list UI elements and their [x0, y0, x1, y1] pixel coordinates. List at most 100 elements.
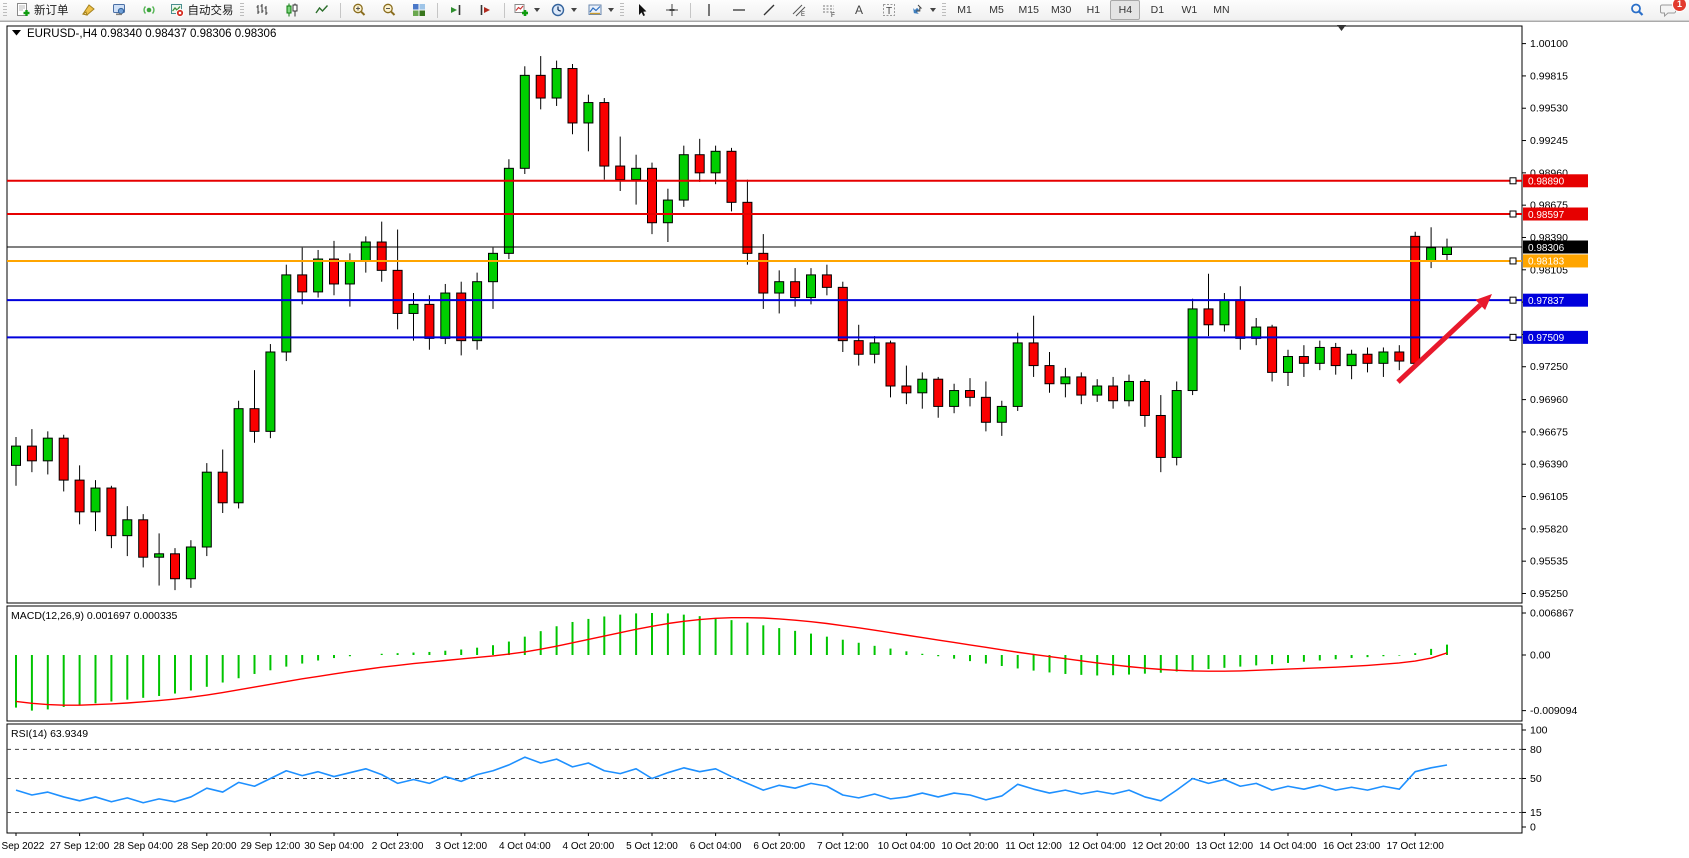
- line-endpoint-handle[interactable]: [1509, 177, 1517, 185]
- timeframe-w1-button[interactable]: W1: [1181, 4, 1198, 16]
- time-axis-label: 4 Oct 20:00: [563, 841, 615, 852]
- candle: [11, 437, 21, 486]
- shapes-button[interactable]: [905, 0, 940, 20]
- candle: [837, 281, 848, 352]
- candle: [1314, 340, 1325, 371]
- trendline-icon: [761, 2, 777, 18]
- signals-button[interactable]: [135, 0, 163, 20]
- line-endpoint-handle[interactable]: [1509, 257, 1517, 265]
- text-button[interactable]: A: [845, 0, 873, 20]
- timeframe-m1-button[interactable]: M1: [957, 4, 972, 16]
- indicators-button[interactable]: [509, 0, 544, 20]
- candle: [1251, 317, 1262, 346]
- candles-chart-button[interactable]: [278, 0, 306, 20]
- line-endpoint-handle[interactable]: [1509, 296, 1517, 304]
- templates-icon: [587, 2, 603, 18]
- candle: [551, 60, 562, 106]
- toolbar-grip[interactable]: [941, 2, 946, 18]
- svg-text:0.98597: 0.98597: [1528, 210, 1565, 221]
- chart-shift-marker[interactable]: [1337, 25, 1346, 31]
- candle: [329, 240, 339, 296]
- autotrading-button[interactable]: 自动交易: [165, 0, 238, 20]
- remote-terminal-icon: [111, 2, 127, 18]
- auto-scroll-icon: [448, 2, 464, 18]
- candle: [201, 463, 212, 557]
- candle: [1139, 379, 1150, 427]
- remote-terminal-button[interactable]: [105, 0, 133, 20]
- candle: [1442, 238, 1452, 262]
- line-endpoint-handle[interactable]: [1509, 210, 1517, 218]
- toolbar-grip[interactable]: [619, 2, 624, 18]
- time-axis-label: 10 Oct 04:00: [878, 841, 936, 852]
- auto-scroll-button[interactable]: [442, 0, 470, 20]
- tile-windows-button[interactable]: [405, 0, 433, 20]
- trendline-button[interactable]: [755, 0, 783, 20]
- macd-axis-label: 0.006867: [1530, 608, 1574, 620]
- chevron-down-icon: [570, 8, 577, 12]
- price-axis-label: 1.00100: [1530, 38, 1568, 50]
- cursor-button[interactable]: [628, 0, 656, 20]
- new-order-label: 新订单: [34, 5, 69, 17]
- line-endpoint-handle[interactable]: [1509, 333, 1517, 341]
- candle: [488, 247, 498, 309]
- time-axis-label: 28 Sep 04:00: [113, 841, 173, 852]
- rsi-axis-label: 80: [1530, 744, 1542, 756]
- timeframe-mn-button[interactable]: MN: [1213, 4, 1230, 16]
- candle: [503, 159, 514, 260]
- candle: [1012, 332, 1023, 411]
- candle: [217, 449, 228, 513]
- timeframe-h1-button[interactable]: H1: [1086, 4, 1101, 16]
- bars-chart-button[interactable]: [248, 0, 276, 20]
- toolbar-grip[interactable]: [239, 2, 244, 18]
- chart-shift-button[interactable]: [472, 0, 500, 20]
- seal-button[interactable]: [75, 0, 103, 20]
- price-axis-label: 0.95250: [1530, 588, 1568, 600]
- time-axis-label: 26 Sep 2022: [0, 841, 45, 852]
- chart-canvas[interactable]: 1.001000.998150.995300.992450.989600.986…: [0, 21, 1689, 858]
- fibo-button[interactable]: F: [815, 0, 843, 20]
- vline-icon: [703, 2, 715, 18]
- templates-button[interactable]: [583, 0, 618, 20]
- timeframe-m5-button[interactable]: M5: [989, 4, 1004, 16]
- svg-text:0.97837: 0.97837: [1528, 296, 1565, 307]
- candle: [1028, 315, 1039, 377]
- new-order-button[interactable]: 新订单: [11, 0, 73, 20]
- time-axis-label: 17 Oct 12:00: [1387, 841, 1445, 852]
- text-icon: A: [852, 2, 866, 18]
- trend-arrow-annotation[interactable]: [1396, 294, 1492, 384]
- candle: [313, 249, 324, 298]
- price-axis-label: 0.99530: [1530, 103, 1568, 115]
- zoom-out-button[interactable]: [375, 0, 403, 20]
- candle: [996, 400, 1007, 436]
- autotrading-label: 自动交易: [187, 5, 234, 17]
- time-axis-label: 12 Oct 20:00: [1132, 841, 1190, 852]
- timeframe-d1-button[interactable]: D1: [1150, 4, 1165, 16]
- chart-title: EURUSD-,H4 0.98340 0.98437 0.98306 0.983…: [27, 28, 276, 40]
- vline-button[interactable]: [695, 0, 723, 20]
- zoom-in-button[interactable]: [345, 0, 373, 20]
- label-button[interactable]: T: [875, 0, 903, 20]
- timeframe-m15-button[interactable]: M15: [1018, 4, 1039, 16]
- candle: [58, 434, 69, 492]
- svg-text:T: T: [886, 6, 892, 17]
- hline-button[interactable]: [725, 0, 753, 20]
- toolbar-grip[interactable]: [3, 2, 7, 18]
- candle: [885, 340, 896, 398]
- channel-button[interactable]: E: [785, 0, 813, 20]
- crosshair-button[interactable]: [658, 0, 686, 20]
- notification-badge[interactable]: 1: [1672, 0, 1687, 12]
- shapes-icon: [909, 2, 925, 18]
- rsi-axis-label: 100: [1530, 725, 1548, 737]
- chat-button[interactable]: 1: [1653, 0, 1687, 20]
- tile-windows-icon: [411, 2, 427, 18]
- price-axis-label: 0.96105: [1530, 491, 1568, 503]
- search-button[interactable]: [1623, 0, 1651, 20]
- timeframe-h4-button[interactable]: H4: [1110, 0, 1141, 20]
- candle: [567, 64, 578, 135]
- symbol-collapse-icon[interactable]: [12, 30, 21, 36]
- candle: [1283, 349, 1293, 387]
- timeframe-m30-button[interactable]: M30: [1050, 4, 1072, 16]
- periods-button[interactable]: [546, 0, 581, 20]
- candle: [1330, 342, 1341, 375]
- line-chart-button[interactable]: [308, 0, 336, 20]
